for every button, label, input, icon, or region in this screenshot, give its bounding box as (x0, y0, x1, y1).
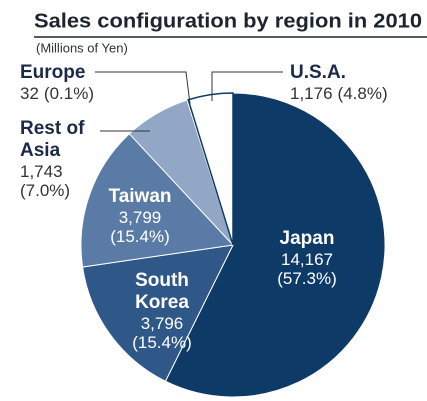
pie-slice (164, 92, 386, 398)
chart-title: Sales configuration by region in 2010 (34, 10, 422, 32)
value-label: 1,176 (290, 83, 333, 103)
pie-slice (82, 244, 234, 382)
category-label: Europe (20, 62, 86, 83)
leader-line (211, 71, 283, 101)
value-label: 14,167 (281, 249, 333, 269)
share-label: (0.1%) (43, 83, 94, 103)
value-row: 32 (0.1%) (20, 84, 140, 104)
share-label: (7.0%) (20, 181, 71, 201)
chart-subtitle: (Millions of Yen) (36, 40, 128, 55)
slice-label: Rest of Asia 1,743 (7.0%) (20, 118, 100, 201)
value-label: 32 (20, 83, 39, 103)
value-row: 1,176 (4.8%) (290, 84, 420, 104)
category-label: Taiwan (108, 186, 172, 207)
pie (80, 92, 386, 398)
pie-slice (187, 92, 234, 246)
value-label: 3,799 (118, 207, 162, 227)
category-label: South Korea (135, 270, 189, 313)
slice-label: South Korea 3,796 (15.4%) (112, 270, 212, 353)
value-label: 1,743 (20, 161, 63, 181)
share-label: (15.4%) (110, 227, 170, 247)
slice-label: Japan 14,167 (57.3%) (252, 228, 362, 289)
leader-line (95, 71, 191, 105)
share-label: (15.4%) (132, 333, 192, 353)
category-label: Rest of Asia (20, 118, 85, 161)
share-label: (4.8%) (337, 83, 388, 103)
category-label: U.S.A. (290, 62, 346, 83)
category-label: Japan (279, 228, 335, 249)
slice-label: Taiwan 3,799 (15.4%) (95, 186, 185, 247)
pie-slice (80, 133, 235, 268)
slice-label: U.S.A. 1,176 (4.8%) (290, 62, 420, 103)
slice-label: Europe 32 (0.1%) (20, 62, 140, 103)
share-label: (57.3%) (277, 269, 337, 289)
value-label: 3,796 (140, 313, 184, 333)
